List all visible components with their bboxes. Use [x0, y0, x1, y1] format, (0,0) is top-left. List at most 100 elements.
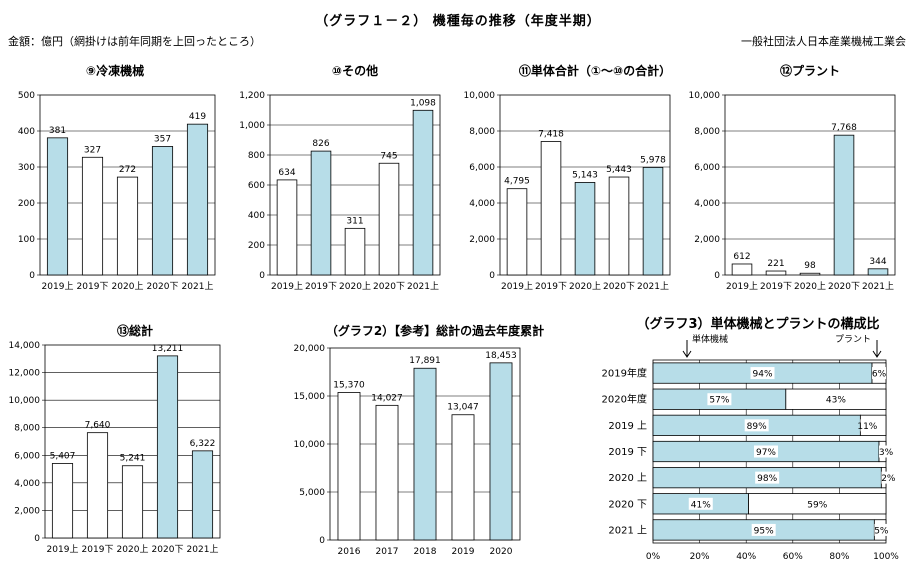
- bar: [378, 162, 400, 276]
- x-tick-label: 2019上: [726, 281, 758, 292]
- data-label: 357: [154, 134, 171, 144]
- y-tick-label: 6,000: [14, 451, 40, 461]
- y-tick-label: 800: [248, 151, 265, 161]
- x-tick-label: 40%: [736, 552, 756, 562]
- x-tick-label: 2020上: [339, 281, 371, 292]
- data-label: 612: [733, 252, 750, 262]
- x-tick-label: 2019下: [305, 282, 337, 292]
- data-label-plant: 6%: [872, 370, 887, 380]
- y-tick-label: 4,000: [14, 479, 40, 489]
- x-tick-label: 2020: [490, 547, 513, 557]
- data-label: 272: [119, 165, 136, 175]
- y-tick-label: 0: [714, 271, 720, 281]
- bar: [451, 414, 475, 541]
- x-tick-label: 2020下: [147, 282, 179, 292]
- legend-plant-label: プラント: [835, 334, 871, 345]
- x-tick-label: 20%: [690, 552, 710, 562]
- x-tick-label: 2020上: [117, 544, 149, 555]
- x-tick-label: 2019下: [77, 282, 109, 292]
- data-label: 419: [189, 112, 206, 122]
- bar: [506, 188, 528, 276]
- label-bg: [707, 393, 732, 406]
- x-tick-label: 2019下: [760, 282, 792, 292]
- label-bg: [810, 497, 825, 510]
- data-label: 344: [869, 257, 886, 267]
- y-tick-label: 2,000: [694, 235, 720, 245]
- y-tick-label: 200: [248, 241, 265, 251]
- bar: [151, 146, 174, 276]
- bar: [413, 367, 437, 541]
- bar: [46, 137, 69, 276]
- x-tick-label: 2020上: [569, 281, 601, 292]
- bar: [310, 150, 332, 276]
- category-label: 2019 上: [608, 420, 647, 432]
- label-bg: [828, 393, 843, 406]
- data-label: 381: [49, 126, 66, 136]
- data-label-plant: 5%: [874, 526, 889, 536]
- data-label: 14,027: [371, 393, 403, 403]
- x-tick-label: 2020下: [152, 545, 184, 555]
- organization-name: 一般社団法人日本産業機械工業会: [741, 35, 906, 48]
- bar: [51, 463, 74, 539]
- y-tick-label: 14,000: [9, 341, 41, 351]
- label-bg: [688, 497, 713, 510]
- y-tick-label: 10,000: [689, 91, 721, 101]
- bar: [276, 179, 298, 276]
- category-label: 2020 上: [608, 472, 647, 484]
- bar: [156, 355, 179, 539]
- data-label: 5,443: [606, 165, 632, 175]
- data-label-unit: 41%: [691, 500, 711, 510]
- label-bg: [750, 367, 775, 380]
- x-tick-label: 2020下: [828, 282, 860, 292]
- data-label: 5,407: [50, 451, 76, 461]
- x-tick-label: 2021上: [187, 544, 219, 555]
- bar: [489, 362, 513, 541]
- x-tick-label: 80%: [829, 552, 849, 562]
- data-label: 5,241: [120, 454, 146, 464]
- x-tick-label: 2020上: [794, 281, 826, 292]
- y-tick-label: 12,000: [9, 369, 41, 379]
- data-label: 634: [278, 168, 295, 178]
- bar: [867, 268, 889, 276]
- data-label: 7,418: [538, 129, 564, 139]
- x-tick-label: 100%: [873, 552, 899, 562]
- data-label-plant: 59%: [807, 500, 827, 510]
- data-label: 1,098: [410, 98, 436, 108]
- y-tick-label: 10,000: [294, 440, 326, 450]
- bar: [337, 392, 361, 541]
- legend-unit-arrowhead: [682, 350, 692, 358]
- data-label-plant: 43%: [826, 396, 846, 406]
- x-tick-label: 2019下: [82, 545, 114, 555]
- y-tick-label: 8,000: [469, 127, 495, 137]
- bar: [574, 182, 596, 276]
- y-tick-label: 300: [18, 163, 35, 173]
- y-tick-label: 400: [18, 127, 35, 137]
- y-tick-label: 4,000: [694, 199, 720, 209]
- label-bg: [754, 445, 779, 458]
- bar: [86, 432, 109, 539]
- x-tick-label: 2021上: [182, 281, 214, 292]
- bar: [540, 141, 562, 276]
- y-tick-label: 15,000: [294, 392, 326, 402]
- y-tick-label: 8,000: [694, 127, 720, 137]
- data-label: 18,453: [485, 351, 517, 361]
- y-tick-label: 6,000: [694, 163, 720, 173]
- unit-note: 金額：億円（網掛けは前年同期を上回ったところ）: [8, 35, 261, 48]
- data-label-unit: 89%: [747, 422, 767, 432]
- data-label: 327: [84, 145, 101, 155]
- y-tick-label: 8,000: [14, 424, 40, 434]
- x-tick-label: 2020下: [373, 282, 405, 292]
- data-label-plant: 11%: [857, 422, 877, 432]
- page-title: （グラフ１－２） 機種毎の推移（年度半期）: [315, 14, 601, 29]
- plot-frame: [724, 94, 896, 276]
- chart-title-composition: （グラフ3）単体機械とプラントの構成比: [636, 317, 880, 332]
- x-tick-label: 2021上: [407, 281, 439, 292]
- y-tick-label: 1,000: [239, 121, 265, 131]
- label-bg: [751, 523, 776, 536]
- data-label: 13,211: [152, 344, 184, 354]
- x-tick-label: 2017: [376, 547, 399, 557]
- data-label: 4,795: [504, 177, 530, 187]
- data-label: 311: [346, 216, 363, 226]
- x-tick-label: 2019上: [501, 281, 533, 292]
- bar: [765, 270, 787, 276]
